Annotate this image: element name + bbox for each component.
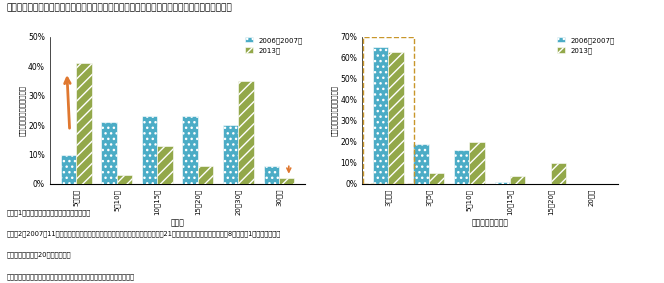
Y-axis label: 構成比（取得金額ベース）: 構成比（取得金額ベース）	[19, 85, 25, 136]
Bar	[117, 175, 132, 184]
Bar	[238, 81, 254, 184]
Bar	[102, 122, 117, 184]
Text: 注）　1．築年数は取得（公表）時点の数値。: 注） 1．築年数は取得（公表）時点の数値。	[7, 209, 91, 216]
Bar	[469, 142, 485, 184]
Bar	[183, 116, 198, 184]
Bar	[373, 47, 388, 184]
Bar	[61, 155, 76, 184]
X-axis label: 最寄駅からの距離: 最寄駅からの距離	[471, 218, 508, 227]
Bar	[550, 163, 566, 184]
Bar	[454, 150, 469, 184]
Text: 出所）各投資法人の開示資料をもとに三井住友トラスト基礎研究所作成: 出所）各投資法人の開示資料をもとに三井住友トラスト基礎研究所作成	[7, 273, 135, 280]
Bar	[510, 175, 525, 184]
Bar	[157, 146, 173, 184]
Legend: 2006、2007年, 2013年: 2006、2007年, 2013年	[242, 34, 305, 57]
Bar	[76, 63, 92, 184]
Bar	[388, 52, 404, 184]
Text: 2．2007年11月に当時のクリード・オフィス投資法人が取得した秋田山王21ビルの最寄駅からの距離はバス8分＋徒歩1分とされている: 2．2007年11月に当時のクリード・オフィス投資法人が取得した秋田山王21ビル…	[7, 231, 281, 237]
X-axis label: 築年数: 築年数	[171, 218, 185, 227]
Bar	[264, 166, 279, 184]
Bar	[279, 178, 295, 184]
Bar	[363, 37, 414, 184]
Legend: 2006、2007年, 2013年: 2006、2007年, 2013年	[554, 34, 618, 57]
Bar	[223, 125, 238, 184]
Text: 図表５　東京周辺・地方における取得物件の築年・立地プロファイル（左：築年、右：立地）: 図表５ 東京周辺・地方における取得物件の築年・立地プロファイル（左：築年、右：立…	[7, 3, 232, 12]
Text: ため、20分超と想定。: ため、20分超と想定。	[7, 252, 71, 258]
Y-axis label: 構成比（取得金額ベース）: 構成比（取得金額ベース）	[331, 85, 337, 136]
Bar	[495, 182, 510, 184]
Bar	[142, 116, 157, 184]
Bar	[429, 173, 444, 184]
Bar	[198, 166, 213, 184]
Bar	[414, 144, 429, 184]
